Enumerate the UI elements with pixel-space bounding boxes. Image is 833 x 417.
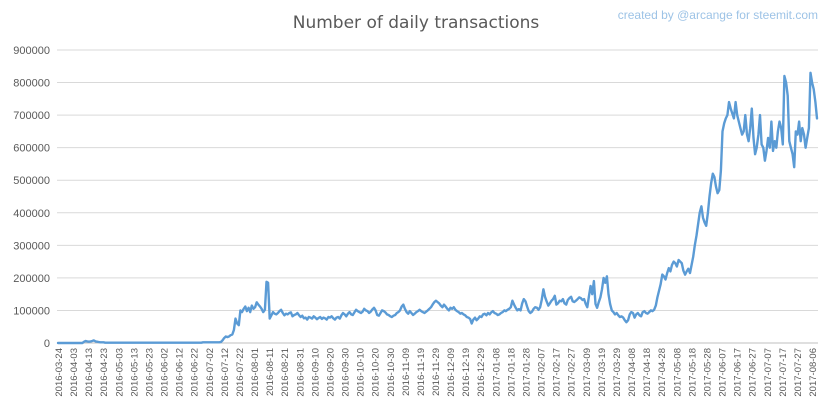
x-tick-label: 2016-09-10: [310, 348, 321, 397]
series-layer: [56, 71, 819, 345]
credit-text: created by @arcange for steemit.com: [618, 8, 818, 22]
chart-title: Number of daily transactions: [293, 13, 540, 33]
x-tick-label: 2017-02-17: [552, 348, 563, 397]
x-tick-label: 2016-12-19: [461, 348, 472, 397]
x-tick-label: 2017-02-07: [537, 348, 548, 397]
x-tick-label: 2017-01-18: [506, 348, 517, 397]
y-tick-label: 600000: [13, 143, 50, 155]
x-tick-label: 2016-04-03: [69, 348, 80, 397]
x-tick-label: 2017-06-27: [748, 348, 759, 397]
x-tick-label: 2016-07-22: [235, 348, 246, 397]
x-tick-label: 2017-07-17: [778, 348, 789, 397]
x-tick-label: 2016-08-11: [265, 348, 276, 396]
x-tick-label: 2016-08-31: [295, 348, 306, 397]
x-tick-label: 2016-07-02: [205, 348, 216, 397]
x-tick-label: 2016-06-22: [190, 348, 201, 397]
x-tick-label: 2017-04-28: [657, 348, 668, 397]
y-tick-label: 900000: [13, 45, 50, 57]
x-tick-label: 2017-01-28: [521, 348, 532, 397]
x-tick-label: 2017-01-08: [491, 348, 502, 397]
x-tick-label: 2016-04-13: [84, 348, 95, 397]
x-tick-label: 2016-07-12: [220, 348, 231, 397]
x-tick-label: 2016-10-30: [386, 348, 397, 397]
x-tick-label: 2017-02-27: [567, 348, 578, 397]
x-axis-tick-labels: 2016-03-24 2016-04-03 2016-04-13 2016-04-23…: [54, 348, 819, 397]
x-tick-label: 2016-12-09: [446, 348, 457, 397]
x-tick-label: 2017-07-27: [793, 348, 804, 397]
x-tick-label: 2017-07-07: [763, 348, 774, 397]
y-tick-label: 400000: [13, 208, 50, 220]
x-tick-label: 2016-09-20: [325, 348, 336, 397]
x-tick-label: 2017-04-18: [642, 348, 653, 397]
x-tick-label: 2016-10-10: [356, 348, 367, 397]
gridlines: [57, 49, 818, 311]
x-tick-label: 2017-03-19: [597, 348, 608, 397]
x-tick-label: 2017-05-08: [672, 348, 683, 397]
x-tick-label: 2016-11-29: [431, 348, 442, 396]
x-tick-label: 2017-05-28: [702, 348, 713, 397]
x-tick-label: 2016-12-29: [476, 348, 487, 397]
y-tick-label: 100000: [13, 305, 50, 317]
x-tick-label: 2017-06-07: [718, 348, 729, 397]
x-tick-label: 2016-10-20: [371, 348, 382, 397]
x-tick-label: 2016-11-19: [416, 348, 427, 396]
x-tick-label: 2016-05-13: [129, 348, 140, 397]
x-tick-label: 2016-05-03: [114, 348, 125, 397]
x-tick-label: 2016-05-23: [144, 348, 155, 397]
y-tick-label: 200000: [13, 273, 50, 285]
y-tick-label: 500000: [13, 175, 50, 187]
x-tick-label: 2017-08-06: [808, 348, 819, 397]
x-tick-label: 2017-03-09: [582, 348, 593, 397]
x-tick-label: 2017-03-29: [612, 348, 623, 397]
series-line: [56, 71, 819, 345]
x-tick-label: 2016-08-01: [250, 348, 261, 397]
x-tick-label: 2016-04-23: [99, 348, 110, 397]
x-tick-label: 2016-03-24: [54, 348, 65, 397]
x-tick-label: 2016-08-21: [280, 348, 291, 397]
x-tick-label: 2016-06-12: [175, 348, 186, 397]
y-tick-label: 0: [44, 338, 50, 350]
x-tick-label: 2016-09-30: [341, 348, 352, 397]
y-tick-label: 800000: [13, 78, 50, 90]
x-tick-label: 2017-05-18: [687, 348, 698, 397]
x-tick-label: 2017-04-08: [627, 348, 638, 397]
x-tick-label: 2017-06-17: [733, 348, 744, 397]
y-tick-label: 700000: [13, 110, 50, 122]
x-tick-label: 2016-11-09: [401, 348, 412, 396]
y-axis-tick-labels: 0 100000 200000 300000 400000 500000 600000 700…: [13, 45, 50, 350]
x-tick-label: 2016-06-02: [160, 348, 171, 397]
y-tick-label: 300000: [13, 240, 50, 252]
